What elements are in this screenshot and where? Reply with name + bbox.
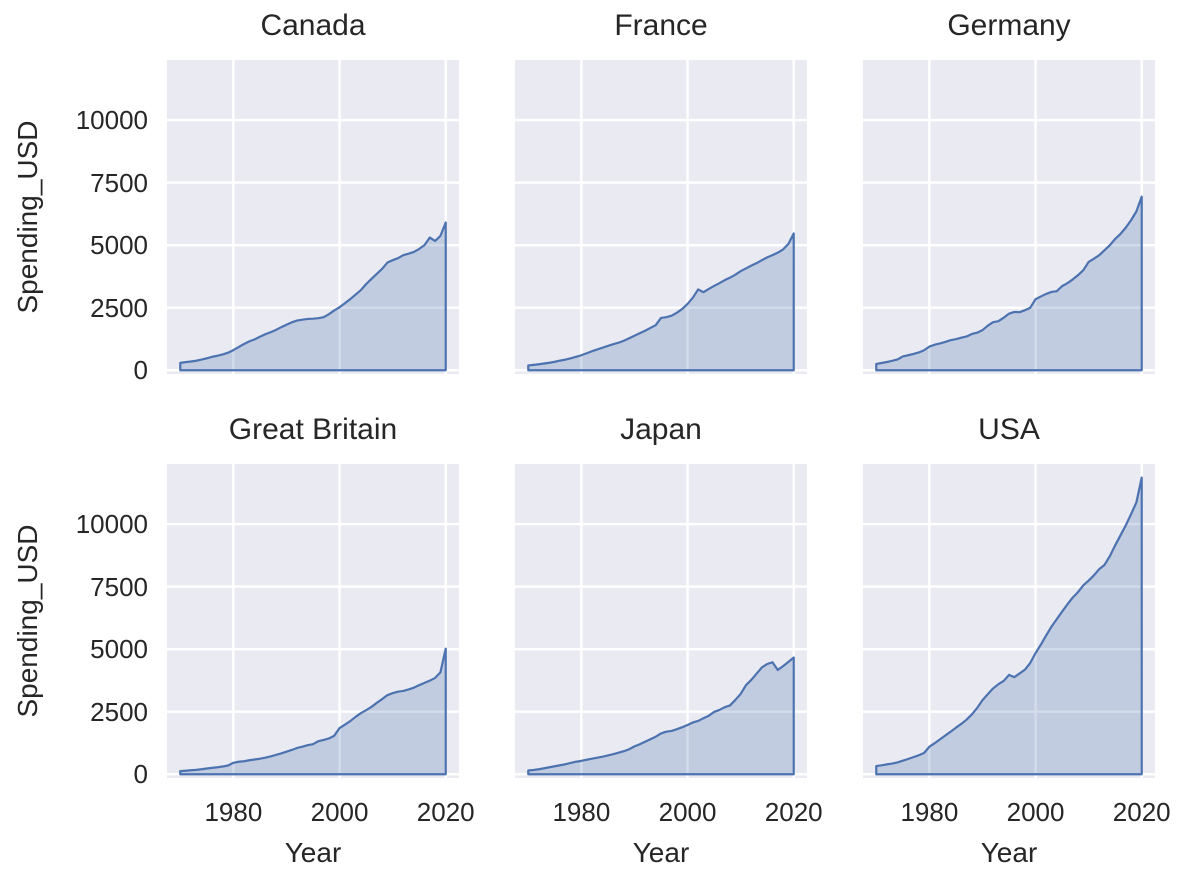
x-axis-label: Year	[284, 837, 342, 868]
y-tick-label: 7500	[90, 167, 148, 198]
x-tick-label: 2000	[310, 797, 369, 827]
facet-title-usa: USA	[978, 413, 1040, 446]
panel-japan	[515, 464, 807, 778]
area-series-france	[527, 232, 795, 372]
x-tick-label: 2020	[416, 797, 475, 827]
facet-title-japan: Japan	[620, 413, 702, 446]
x-axis-label: Year	[632, 837, 690, 868]
panel-great-britain	[167, 464, 459, 778]
y-tick-label: 5000	[90, 230, 148, 261]
y-tick-label: 0	[133, 759, 148, 790]
panel-canada	[167, 60, 459, 374]
facet-title-great-britain: Great Britain	[228, 413, 398, 446]
area-series-germany	[875, 195, 1143, 372]
area-series-japan	[527, 656, 795, 776]
x-tick-label: 2000	[1006, 797, 1065, 827]
area-chart-great-britain	[167, 464, 459, 778]
y-tick-label: 10000	[75, 105, 148, 136]
facet-title-germany: Germany	[947, 9, 1071, 42]
y-axis-label: Spending_USD	[12, 120, 43, 314]
x-tick-label: 1980	[552, 797, 611, 827]
area-chart-germany	[863, 60, 1155, 374]
facet-title-canada: Canada	[260, 9, 366, 42]
area-chart-japan	[515, 464, 807, 778]
panel-germany	[863, 60, 1155, 374]
y-tick-label: 0	[133, 355, 148, 386]
y-tick-label: 2500	[90, 696, 148, 727]
area-chart-canada	[167, 60, 459, 374]
x-tick-label: 1980	[204, 797, 263, 827]
area-series-usa	[875, 476, 1143, 776]
x-axis-label: Year	[980, 837, 1038, 868]
x-tick-label: 2020	[764, 797, 823, 827]
panel-france	[515, 60, 807, 374]
area-series-great-britain	[179, 647, 447, 776]
x-tick-label: 2020	[1112, 797, 1171, 827]
y-axis-label: Spending_USD	[12, 524, 43, 718]
area-chart-usa	[863, 464, 1155, 778]
y-tick-label: 5000	[90, 634, 148, 665]
facet-title-france: France	[614, 9, 708, 42]
y-tick-label: 2500	[90, 292, 148, 323]
y-tick-label: 10000	[75, 509, 148, 540]
x-tick-label: 1980	[900, 797, 959, 827]
y-tick-label: 7500	[90, 571, 148, 602]
area-series-canada	[179, 221, 447, 372]
panel-usa	[863, 464, 1155, 778]
x-tick-label: 2000	[658, 797, 717, 827]
area-chart-france	[515, 60, 807, 374]
